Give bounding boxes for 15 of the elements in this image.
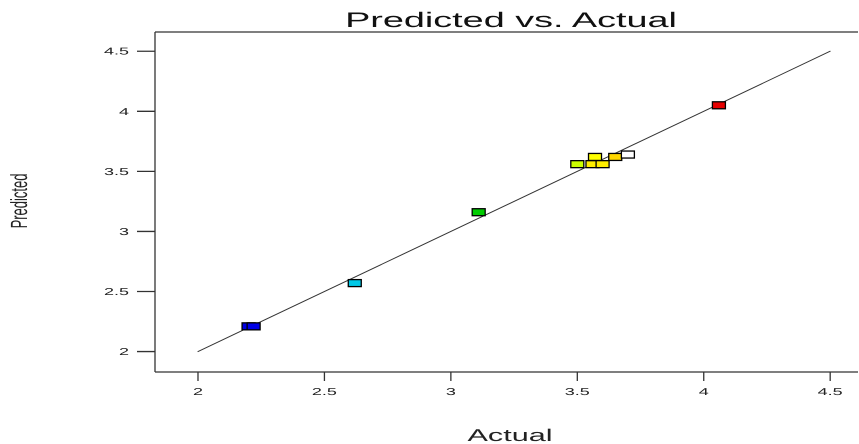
x-tick-label: 3: [446, 386, 456, 398]
y-tick-label: 4: [118, 106, 129, 118]
x-tick-label: 3.5: [564, 386, 590, 398]
x-tick-label: 4: [698, 386, 709, 398]
y-tick-label: 3: [118, 226, 129, 238]
x-axis-title: Actual: [467, 426, 553, 444]
x-tick-label: 4.5: [818, 386, 843, 398]
y-axis-title: Predicted: [7, 174, 34, 228]
y-tick-label: 2: [118, 346, 129, 358]
x-tick-label: 2: [192, 386, 203, 398]
y-tick-label: 4.5: [104, 46, 129, 58]
x-tick-label: 2.5: [312, 386, 337, 398]
chart-title: Predicted vs. Actual: [345, 8, 677, 32]
y-tick-label: 2.5: [104, 286, 129, 298]
y-tick-label: 3.5: [104, 166, 129, 178]
